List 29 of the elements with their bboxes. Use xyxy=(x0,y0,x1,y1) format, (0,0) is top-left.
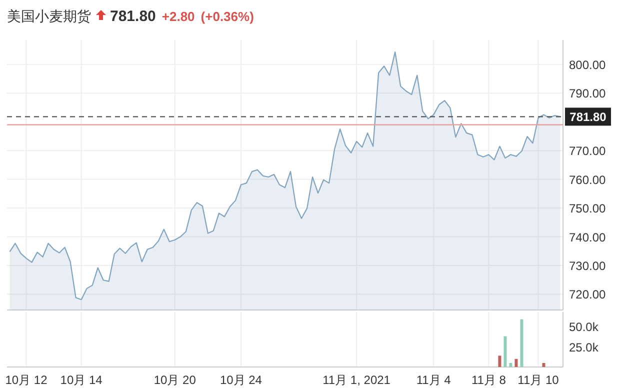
y-tick-label: 50.0k xyxy=(569,320,600,334)
x-tick-label: 10月 20 xyxy=(154,373,196,387)
bar xyxy=(509,362,512,367)
bar xyxy=(514,358,518,367)
y-tick-label: 770.00 xyxy=(569,144,606,158)
ref-line-label: 781.80 xyxy=(570,110,607,124)
bar xyxy=(498,356,502,367)
y-tick-label: 750.00 xyxy=(569,202,606,216)
x-tick-label: 11月 1, 2021 xyxy=(322,373,391,387)
y-tick-label: 740.00 xyxy=(569,230,606,244)
x-tick-label: 11月 8 xyxy=(471,373,506,387)
x-tick-label: 11月 10 xyxy=(518,373,560,387)
text: (+0.36%) xyxy=(200,9,254,24)
bar xyxy=(542,362,546,367)
bar xyxy=(520,319,524,367)
y-tick-label: 720.00 xyxy=(569,288,606,302)
x-tick-label: 10月 24 xyxy=(220,373,262,387)
x-tick-label: 10月 14 xyxy=(60,373,103,387)
y-tick-label: 760.00 xyxy=(569,172,606,187)
y-tick-label: 730.00 xyxy=(569,258,606,273)
text: +2.80 xyxy=(162,9,195,24)
chart-title: 美国小麦期货 xyxy=(7,8,91,24)
y-tick-label: 25.0k xyxy=(569,340,600,354)
x-tick-label: 10月 12 xyxy=(5,373,48,387)
x-tick-label: 11月 4 xyxy=(416,373,452,387)
bar xyxy=(504,336,507,367)
y-tick-label: 790.00 xyxy=(569,86,606,101)
text: 781.80 xyxy=(110,8,156,25)
y-tick-label: 800.00 xyxy=(569,58,606,72)
